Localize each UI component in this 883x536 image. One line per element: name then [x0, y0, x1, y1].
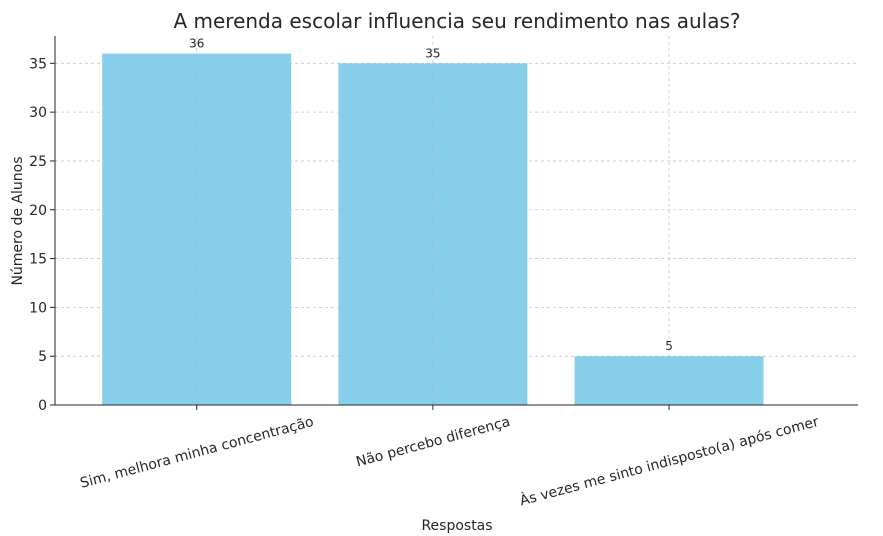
x-tick-label: Sim, melhora minha concentração — [79, 414, 316, 492]
x-axis-label: Respostas — [421, 518, 492, 534]
y-tick-label: 30 — [29, 105, 47, 121]
y-tick-label: 0 — [38, 398, 47, 414]
y-axis-label: Número de Alunos — [10, 156, 26, 285]
y-tick-label: 35 — [29, 56, 47, 72]
data-label: 35 — [425, 46, 440, 60]
y-tick-label: 25 — [29, 154, 47, 170]
y-tick-label: 10 — [29, 300, 47, 316]
data-label: 5 — [665, 339, 673, 353]
y-tick-label: 5 — [38, 349, 47, 365]
y-tick-label: 20 — [29, 203, 47, 219]
x-tick-label: Às vezes me sinto indisposto(a) após com… — [518, 413, 821, 509]
x-tick-label: Não percebo diferença — [354, 414, 511, 471]
chart-title: A merenda escolar influencia seu rendime… — [173, 9, 740, 33]
y-tick-label: 15 — [29, 252, 47, 268]
